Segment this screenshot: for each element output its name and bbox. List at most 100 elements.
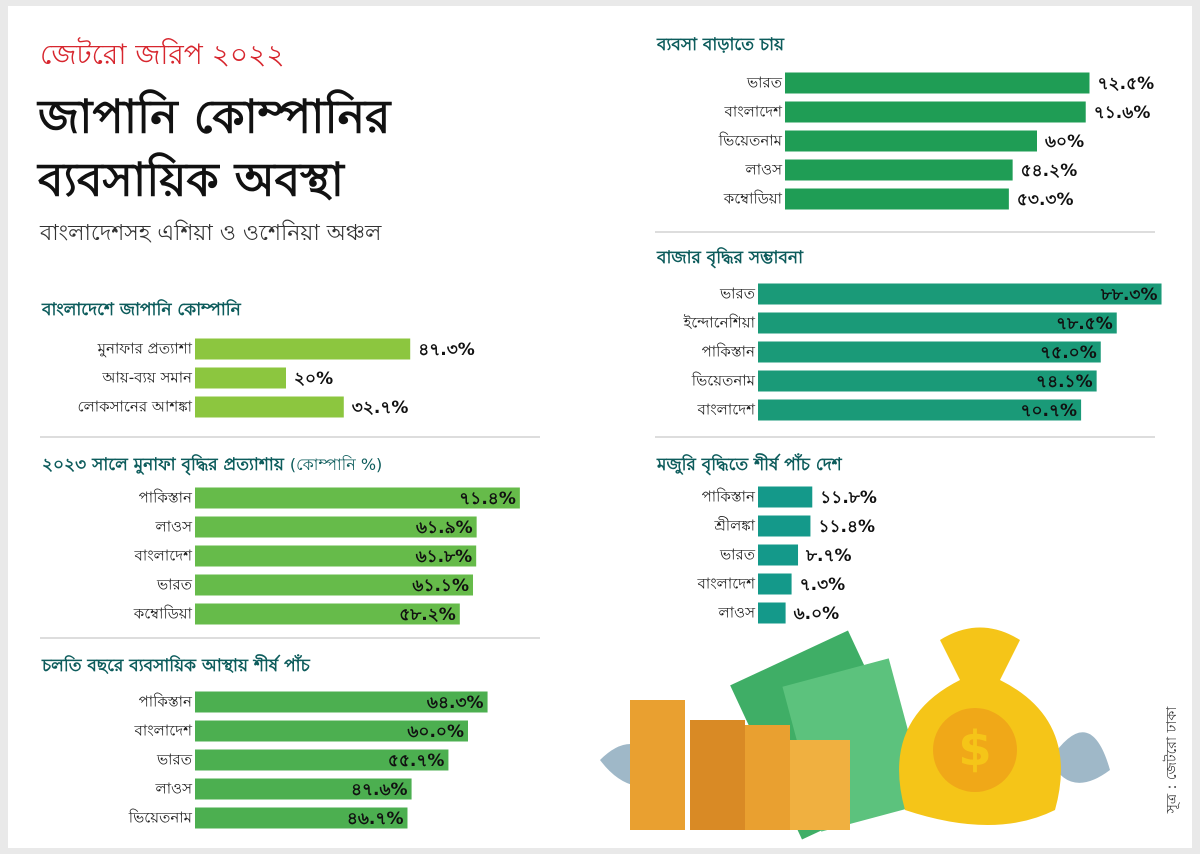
value-label: ৭৫.০% xyxy=(1040,343,1097,363)
category-label: পাকিস্তান xyxy=(702,488,756,506)
category-label: ভারত xyxy=(719,285,756,303)
bar xyxy=(195,516,477,538)
category-label: ভারত xyxy=(156,751,193,769)
category-label: লাওস xyxy=(745,161,784,179)
value-label: ৫৪.২% xyxy=(1021,161,1078,181)
value-label: ৬৪.৩% xyxy=(427,693,484,713)
category-label: বাংলাদেশ xyxy=(134,722,194,740)
bar xyxy=(195,720,468,742)
bar xyxy=(195,487,520,509)
title-line: জাপানি কোম্পানির xyxy=(36,89,392,144)
bar xyxy=(195,338,411,360)
value-label: ৩২.৭% xyxy=(352,398,409,418)
value-label: ৫৫.৭% xyxy=(388,751,445,771)
bar xyxy=(758,573,792,595)
category-label: ভিয়েতনাম xyxy=(128,809,193,827)
chart-subtitle: (কোম্পানি %) xyxy=(290,455,382,474)
chart-title-text: চলতি বছরে ব্যবসায়িক আস্থায় শীর্ষ পাঁচ xyxy=(41,654,311,676)
bar xyxy=(758,341,1101,363)
bar xyxy=(195,367,286,389)
category-label: লোকসানের আশঙ্কা xyxy=(78,398,193,416)
value-label: ৮৮.৩% xyxy=(1100,285,1158,305)
chart-title-text: বাজার বৃদ্ধির সম্ভাবনা xyxy=(656,246,804,269)
chart-title-text: ব্যবসা বাড়াতে চায় xyxy=(656,35,785,55)
category-label: ভারত xyxy=(156,576,193,594)
category-label: আয়-ব্যয় সমান xyxy=(101,369,193,387)
chart-title: বাংলাদেশে জাপানি কোম্পানি xyxy=(41,298,242,320)
value-label: ৪৭.৩% xyxy=(418,340,475,360)
chart-title-text: ২০২৩ সালে মুনাফা বৃদ্ধির প্রত্যাশায় xyxy=(42,453,285,476)
category-label: লাওস xyxy=(155,518,194,536)
category-label: লাওস xyxy=(718,604,757,622)
bar xyxy=(758,312,1117,334)
category-label: ভারত xyxy=(746,74,783,92)
value-label: ৭২.৫% xyxy=(1098,74,1155,94)
bar xyxy=(758,602,786,624)
bar xyxy=(785,188,1009,210)
value-label: ৫৮.২% xyxy=(399,605,456,625)
value-label: ৭৮.৫% xyxy=(1056,314,1113,334)
bar xyxy=(758,399,1082,421)
value-label: ৭৪.১% xyxy=(1036,372,1093,392)
category-label: বাংলাদেশ xyxy=(697,401,757,419)
category-label: বাংলাদেশ xyxy=(697,575,757,593)
bar xyxy=(195,574,474,596)
value-label: ২০% xyxy=(294,369,333,389)
value-label: ৪৬.৭% xyxy=(347,809,404,829)
illustration: $ xyxy=(600,627,1110,840)
bar xyxy=(195,807,408,829)
value-label: ৭১.৪% xyxy=(459,489,516,509)
kicker: জেটরো জরিপ ২০২২ xyxy=(40,37,285,71)
value-label: ৬১.১% xyxy=(412,576,469,596)
category-label: ভিয়েতনাম xyxy=(718,132,783,150)
bar xyxy=(195,691,488,713)
bar xyxy=(758,370,1097,392)
bar xyxy=(195,545,477,567)
category-label: কম্বোডিয়া xyxy=(133,605,193,623)
bar xyxy=(785,130,1037,152)
bar xyxy=(785,101,1086,123)
value-label: ১১.৪% xyxy=(818,517,875,537)
chart-title: ব্যবসা বাড়াতে চায় xyxy=(656,35,785,55)
category-label: মুনাফার প্রত্যাশা xyxy=(97,340,193,358)
chart-title: ২০২৩ সালে মুনাফা বৃদ্ধির প্রত্যাশায় (কোম… xyxy=(42,453,382,476)
category-label: পাকিস্তান xyxy=(139,489,193,507)
title-line: ব্যবসায়িক অবস্থা xyxy=(36,152,346,207)
value-label: ৭১.৬% xyxy=(1094,103,1151,123)
value-label: ১১.৮% xyxy=(820,488,877,508)
category-label: ইন্দোনেশিয়া xyxy=(682,314,755,332)
source: সূত্র : জেটরো ঢাকা xyxy=(1163,706,1180,815)
bar xyxy=(195,603,460,625)
value-label: ৬১.৯% xyxy=(416,518,473,538)
category-label: ভিয়েতনাম xyxy=(691,372,756,390)
category-label: শ্রীলঙ্কা xyxy=(713,516,755,535)
value-label: ৫৩.৩% xyxy=(1017,190,1074,210)
bar xyxy=(195,396,344,418)
value-label: ৬.০% xyxy=(794,604,840,624)
value-label: ৬০% xyxy=(1045,132,1084,152)
category-label: পাকিস্তান xyxy=(139,693,193,711)
bar xyxy=(758,515,811,537)
category-label: বাংলাদেশ xyxy=(724,103,784,121)
bar xyxy=(195,778,412,800)
bar xyxy=(758,486,813,508)
chart-title: মজুরি বৃদ্ধিতে শীর্ষ পাঁচ দেশ xyxy=(656,453,843,476)
category-label: কম্বোডিয়া xyxy=(723,190,783,208)
category-label: ভারত xyxy=(719,546,756,564)
svg-text:$: $ xyxy=(958,721,991,777)
bar xyxy=(785,159,1013,181)
value-label: ৮.৭% xyxy=(805,546,852,566)
value-label: ৭.৩% xyxy=(800,575,846,595)
category-label: বাংলাদেশ xyxy=(134,547,194,565)
chart-title-text: বাংলাদেশে জাপানি কোম্পানি xyxy=(41,298,242,320)
bar xyxy=(758,283,1162,305)
value-label: ৬০.০% xyxy=(407,722,464,742)
category-label: পাকিস্তান xyxy=(702,343,756,361)
chart-title: বাজার বৃদ্ধির সম্ভাবনা xyxy=(656,246,804,269)
category-label: লাওস xyxy=(155,780,194,798)
chart-title: চলতি বছরে ব্যবসায়িক আস্থায় শীর্ষ পাঁচ xyxy=(41,654,311,676)
value-label: ৬১.৮% xyxy=(416,547,473,567)
bar xyxy=(758,544,799,566)
bar xyxy=(195,749,449,771)
